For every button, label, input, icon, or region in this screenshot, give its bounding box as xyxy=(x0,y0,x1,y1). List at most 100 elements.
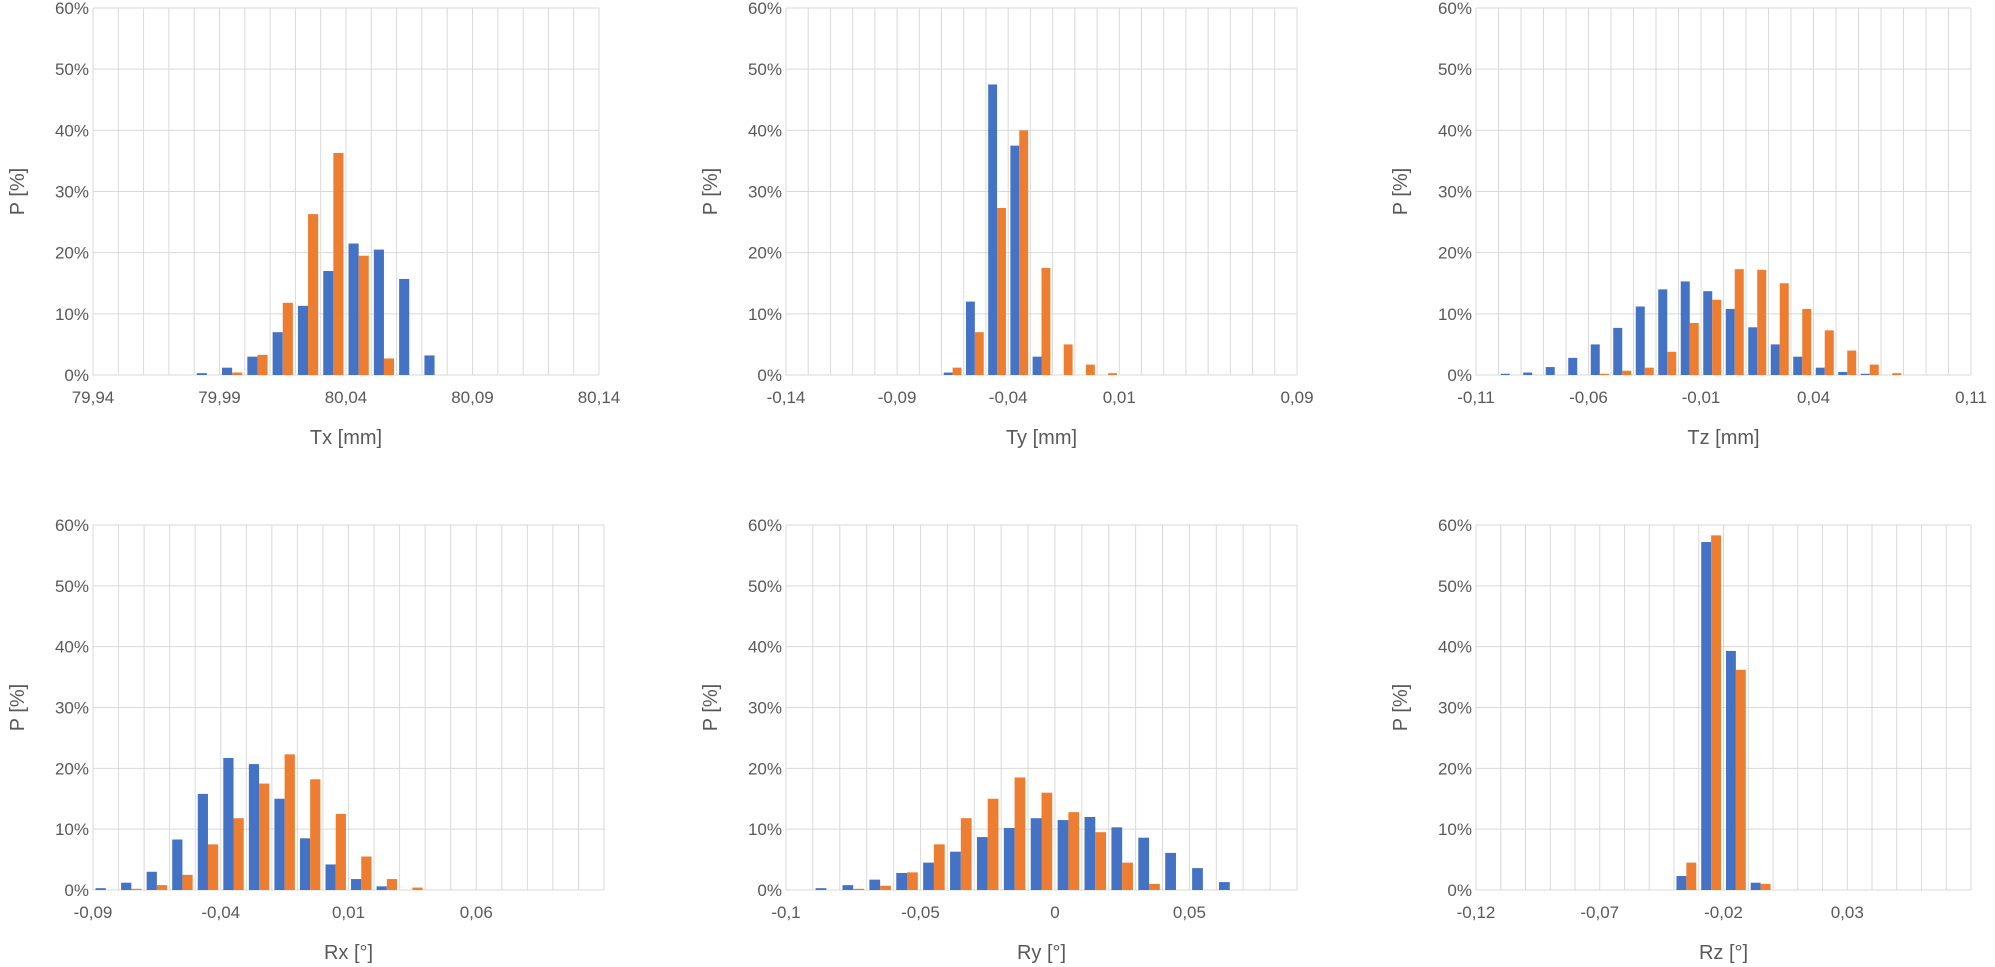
bar-series-a xyxy=(1219,882,1230,890)
bar-series-a xyxy=(1658,289,1668,375)
y-tick-label: 50% xyxy=(748,577,782,596)
bar-series-b xyxy=(974,332,984,375)
bar-series-a xyxy=(274,798,285,890)
bar-series-b xyxy=(1095,832,1107,890)
bar-series-b xyxy=(1686,862,1697,890)
bar-series-a xyxy=(196,373,207,375)
bar-series-b xyxy=(232,372,243,375)
bar-series-a xyxy=(424,355,435,375)
histogram-panel: 0% 10% 20% 30% 40% 50% 60% -0,12 -0,07 -0,02 0,03 R… xyxy=(1390,516,1972,964)
bar-series-a xyxy=(1030,818,1042,890)
bar-series-b xyxy=(952,367,962,375)
y-tick-label: 50% xyxy=(1438,577,1472,596)
bar-series-a xyxy=(943,372,953,375)
bar-series-b xyxy=(1760,883,1771,890)
histogram-panel: 0% 10% 20% 30% 40% 50% 60% 79,94 79,99 80,04 80,09… xyxy=(7,0,620,449)
y-tick-label: 50% xyxy=(748,60,782,79)
bar-series-b xyxy=(233,818,244,890)
x-axis-label: Tx [mm] xyxy=(310,427,382,449)
y-tick-label: 0% xyxy=(757,366,782,385)
bar-series-b xyxy=(960,818,972,890)
x-axis-label: Ry [°] xyxy=(1017,942,1066,964)
bar-series-b xyxy=(1847,350,1857,375)
bar-series-a xyxy=(1084,817,1096,890)
y-tick-label: 50% xyxy=(1438,60,1472,79)
bar-series-b xyxy=(1779,283,1789,375)
bar-series-b xyxy=(1689,323,1699,375)
bar-series-a xyxy=(1701,542,1712,890)
bar-series-a xyxy=(1111,827,1123,890)
y-tick-label: 40% xyxy=(1438,121,1472,140)
bar-series-b xyxy=(1063,344,1073,375)
bar-series-a xyxy=(869,879,881,890)
y-axis-label: P [%] xyxy=(7,684,29,731)
bar-series-a xyxy=(373,249,384,375)
y-tick-label: 50% xyxy=(55,60,89,79)
x-tick-label: 0,01 xyxy=(1103,388,1136,407)
bar-series-b xyxy=(257,354,268,375)
bar-series-a xyxy=(121,882,132,890)
y-tick-label: 0% xyxy=(1447,881,1472,900)
y-tick-label: 30% xyxy=(55,183,89,202)
x-tick-label: -0,04 xyxy=(201,903,240,922)
bar-series-a xyxy=(950,851,961,890)
bar-series-a xyxy=(1838,371,1848,375)
bar-series-b xyxy=(335,813,346,890)
y-axis-label: P [%] xyxy=(7,168,29,215)
bar-series-a xyxy=(1703,291,1713,375)
bar-series-b xyxy=(1108,373,1118,375)
y-tick-label: 0% xyxy=(64,881,89,900)
bar-series-b xyxy=(412,887,423,890)
x-tick-label: 0,05 xyxy=(1173,903,1206,922)
x-tick-label: 0,03 xyxy=(1831,903,1864,922)
bar-series-b xyxy=(333,152,344,375)
x-tick-label: 0,04 xyxy=(1797,388,1830,407)
bar-series-a xyxy=(1680,281,1690,375)
bar-series-b xyxy=(1014,777,1026,890)
bar-series-b xyxy=(1802,308,1812,375)
x-tick-label: 0,06 xyxy=(460,903,493,922)
bar-series-b xyxy=(1041,267,1051,375)
y-tick-label: 0% xyxy=(64,366,89,385)
histogram-panel: 0% 10% 20% 30% 40% 50% 60% -0,09 -0,04 0,01 0,06 Rx… xyxy=(7,516,605,964)
y-tick-label: 20% xyxy=(1438,244,1472,263)
y-tick-label: 0% xyxy=(757,881,782,900)
x-tick-label: 79,94 xyxy=(72,388,115,407)
x-tick-label: 80,14 xyxy=(578,388,621,407)
y-tick-label: 50% xyxy=(55,577,89,596)
bar-series-a xyxy=(896,872,908,890)
y-tick-label: 0% xyxy=(1447,366,1472,385)
y-tick-label: 60% xyxy=(748,0,782,18)
bar-series-b xyxy=(1085,364,1095,375)
x-axis-label: Ty [mm] xyxy=(1006,427,1077,449)
x-tick-label: 0 xyxy=(1050,903,1059,922)
bar-series-b xyxy=(997,208,1006,375)
x-tick-label: -0,12 xyxy=(1457,903,1496,922)
bar-series-a xyxy=(1676,876,1687,890)
bar-series-a xyxy=(815,888,827,890)
bar-series-a xyxy=(1003,827,1015,890)
x-axis-label: Tz [mm] xyxy=(1687,427,1759,449)
bar-series-b xyxy=(1019,130,1029,375)
y-tick-label: 60% xyxy=(1438,0,1472,18)
x-axis-label: Rz [°] xyxy=(1699,942,1748,964)
x-tick-label: -0,09 xyxy=(74,903,113,922)
bar-series-b xyxy=(1712,299,1722,375)
bar-series-a xyxy=(1165,852,1176,890)
y-tick-label: 40% xyxy=(748,638,782,657)
y-tick-label: 60% xyxy=(1438,516,1472,535)
y-tick-label: 60% xyxy=(55,0,89,18)
bar-series-b xyxy=(1149,883,1160,890)
bar-series-b xyxy=(358,255,369,375)
x-tick-label: 0,11 xyxy=(1955,388,1987,407)
bar-series-b xyxy=(361,856,372,890)
y-tick-label: 20% xyxy=(55,759,89,778)
bar-series-a xyxy=(223,757,234,890)
bar-series-b xyxy=(933,844,945,890)
bar-series-a xyxy=(1138,837,1150,890)
bar-series-b xyxy=(907,872,918,890)
bar-series-b xyxy=(1644,367,1654,375)
bar-series-a xyxy=(197,793,208,890)
bar-series-a xyxy=(172,839,183,890)
y-tick-label: 20% xyxy=(55,244,89,263)
